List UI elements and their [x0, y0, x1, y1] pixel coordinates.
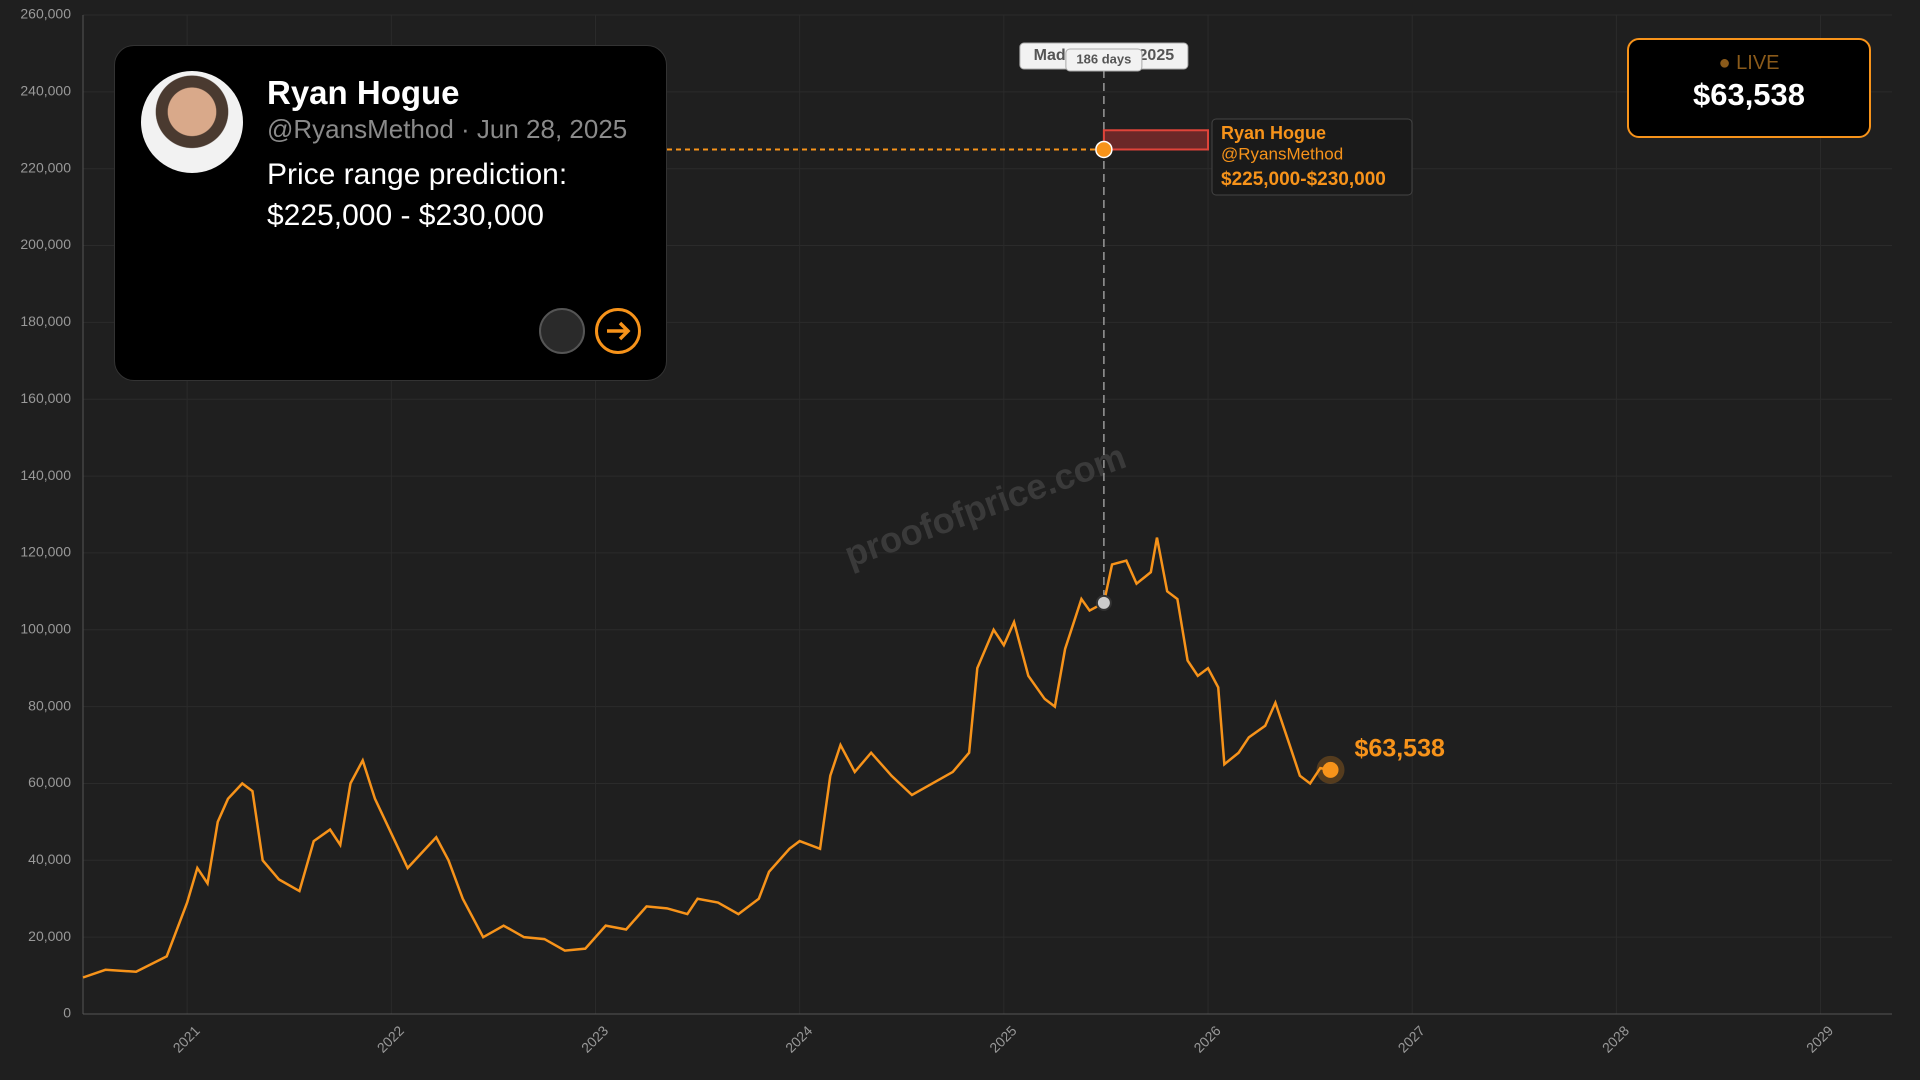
- tooltip-author: Ryan Hogue: [1221, 123, 1326, 143]
- y-tick-label: 160,000: [20, 390, 71, 406]
- x-tick-label: 2023: [578, 1022, 611, 1055]
- card-name: Ryan Hogue: [267, 74, 460, 111]
- target-point: [1095, 140, 1113, 159]
- tooltip-range: $225,000-$230,000: [1221, 169, 1386, 190]
- y-tick-label: 40,000: [28, 851, 71, 867]
- x-tick-label: 2021: [170, 1022, 203, 1055]
- range-box: [1102, 129, 1210, 151]
- tooltip-box: [1211, 118, 1413, 196]
- x-tick-label: 2024: [782, 1022, 815, 1055]
- made-price-point: [1095, 594, 1112, 611]
- tooltip-handle: @RyansMethod: [1221, 144, 1343, 163]
- price-line: [82, 537, 1331, 979]
- avatar: [141, 71, 243, 173]
- y-tick-label: 140,000: [20, 467, 71, 483]
- card-text: Price range prediction: $225,000 - $230,…: [267, 158, 568, 232]
- y-tick-label: 60,000: [28, 774, 71, 790]
- y-tick-label: 220,000: [20, 159, 71, 175]
- x-tick-label: 2026: [1190, 1022, 1223, 1055]
- live-label: ● LIVE: [1718, 52, 1780, 74]
- y-tick-label: 260,000: [20, 6, 71, 22]
- x-tick-label: 2028: [1599, 1022, 1632, 1055]
- live-point: [1322, 761, 1339, 778]
- y-tick-label: 100,000: [20, 620, 71, 636]
- y-tick-label: 20,000: [28, 928, 71, 944]
- share-button[interactable]: [539, 308, 585, 354]
- y-tick-label: 80,000: [28, 697, 71, 713]
- arrow-icon: [607, 321, 631, 341]
- end-label: $63,538: [1355, 734, 1445, 762]
- open-button[interactable]: [595, 308, 641, 354]
- y-tick-label: 240,000: [20, 83, 71, 99]
- x-tick-label: 2027: [1395, 1022, 1428, 1055]
- days-box: [1065, 48, 1143, 72]
- x-tick-label: 2022: [374, 1022, 407, 1055]
- y-tick-label: 120,000: [20, 544, 71, 560]
- days-label: 186 days: [1076, 51, 1131, 66]
- y-tick-label: 180,000: [20, 313, 71, 329]
- x-tick-label: 2029: [1803, 1022, 1836, 1055]
- y-tick-label: 200,000: [20, 236, 71, 252]
- y-tick-label: 0: [63, 1005, 71, 1021]
- live-box: ● LIVE $63,538: [1627, 38, 1871, 138]
- live-price: $63,538: [1692, 77, 1806, 112]
- watermark: proofofprice.com: [839, 435, 1131, 575]
- x-tick-label: 2025: [986, 1022, 1019, 1055]
- card-meta: @RyansMethod · Jun 28, 2025: [267, 114, 628, 144]
